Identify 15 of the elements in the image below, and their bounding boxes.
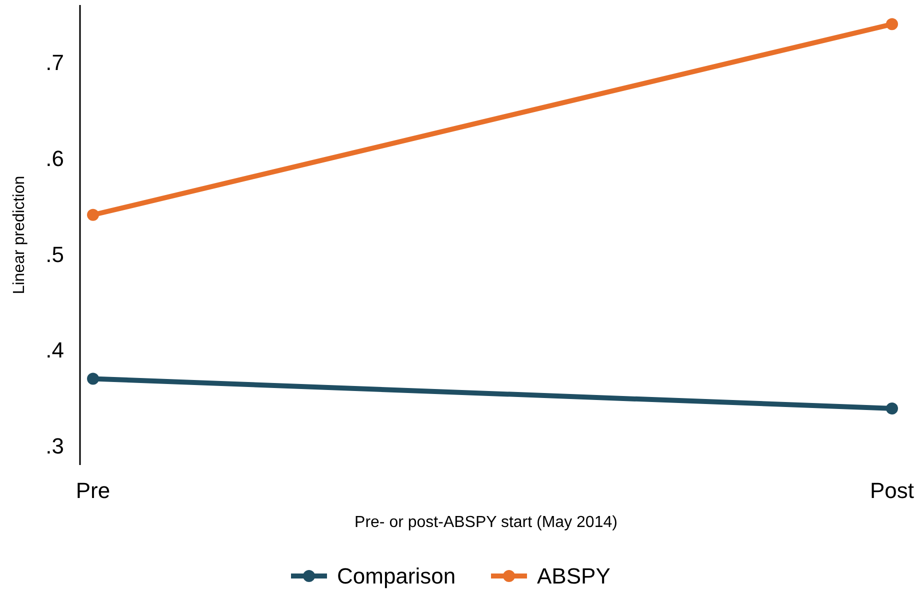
- y-tick-label: .7: [46, 50, 64, 76]
- y-tick-label: .3: [46, 434, 64, 459]
- legend-label: ABSPY: [537, 564, 611, 589]
- y-axis-title: Linear prediction: [11, 176, 28, 294]
- x-tick-label: Pre: [76, 478, 110, 503]
- x-tick-label: Post: [870, 478, 914, 503]
- y-tick-label: .5: [46, 242, 64, 267]
- x-axis-title: Pre- or post-ABSPY start (May 2014): [354, 514, 618, 531]
- point: [886, 18, 898, 30]
- point: [87, 372, 99, 385]
- point: [886, 402, 898, 414]
- legend-label: Comparison: [337, 564, 456, 589]
- y-tick-label: .6: [46, 146, 64, 172]
- point: [87, 208, 99, 221]
- y-tick-label: .4: [46, 338, 64, 363]
